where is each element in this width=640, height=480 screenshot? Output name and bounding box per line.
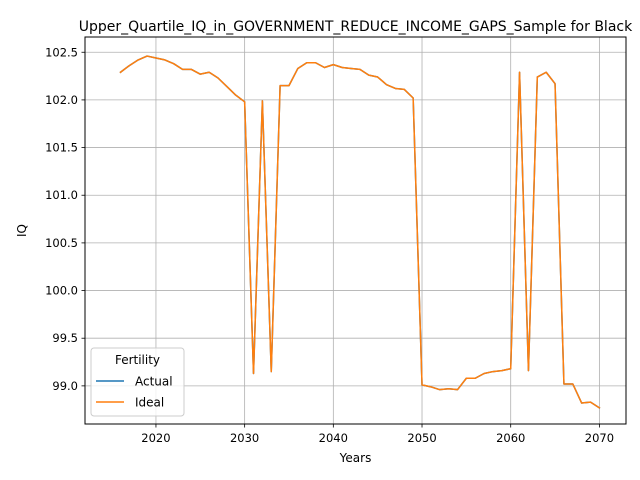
- y-tick-label: 99.0: [52, 379, 78, 393]
- x-tick-label: 2040: [319, 431, 348, 445]
- legend-title: Fertility: [115, 353, 160, 367]
- y-tick-label: 102.0: [45, 93, 78, 107]
- y-tick-label: 100.0: [45, 284, 78, 298]
- chart-title: Upper_Quartile_IQ_in_GOVERNMENT_REDUCE_I…: [79, 19, 633, 35]
- y-tick-label: 101.5: [45, 141, 78, 155]
- x-tick-label: 2030: [230, 431, 259, 445]
- plot-frame: [84, 36, 627, 425]
- legend-label-ideal: Ideal: [135, 396, 164, 410]
- x-tick-label: 2060: [496, 431, 525, 445]
- x-tick-label: 2020: [141, 431, 170, 445]
- y-tick-label: 99.5: [52, 331, 78, 345]
- legend-box: [90, 347, 185, 417]
- legend: Fertility Actual Ideal: [90, 347, 185, 417]
- axis-ticks: 2020 2030 2040 2050 2060 2070 99.0 99.5 100.0 100…: [45, 45, 614, 445]
- grid-lines: [85, 37, 626, 424]
- series-line-ideal: [119, 55, 601, 409]
- y-tick-label: 101.0: [45, 188, 78, 202]
- y-axis-label: IQ: [15, 224, 29, 237]
- series-lines: [119, 55, 601, 409]
- x-axis-label: Years: [339, 451, 372, 465]
- legend-label-actual: Actual: [135, 375, 173, 389]
- y-tick-label: 102.5: [45, 45, 78, 59]
- y-tick-label: 100.5: [45, 236, 78, 250]
- x-tick-label: 2050: [407, 431, 436, 445]
- x-tick-label: 2070: [585, 431, 614, 445]
